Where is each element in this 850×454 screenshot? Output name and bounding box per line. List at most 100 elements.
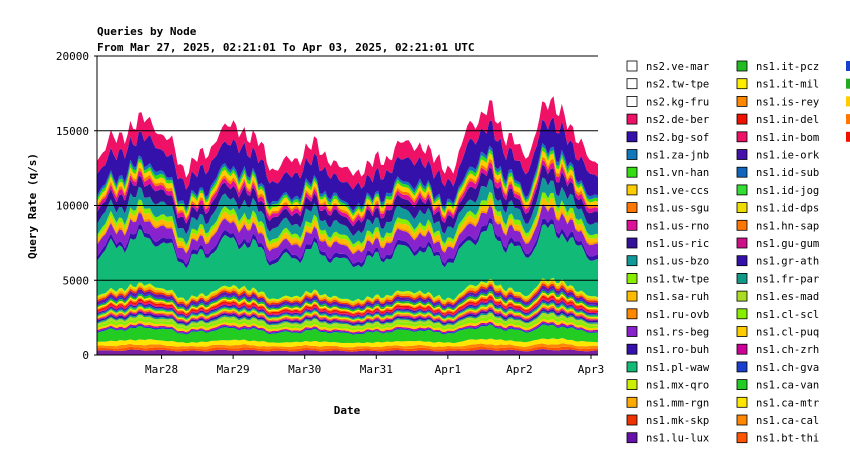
area-ns1.ca-cal <box>97 343 598 350</box>
legend-swatch <box>736 290 748 302</box>
legend-label: ns1.mm-rgn <box>646 397 709 409</box>
area-ns2.bg-sof <box>97 116 598 211</box>
legend-label: ns1.ch-zrh <box>756 344 819 356</box>
y-tick-label: 5000 <box>63 274 90 287</box>
area-ns1.sa-ruh <box>97 197 598 253</box>
legend-swatch <box>626 60 638 72</box>
area-ns1.ch-gva <box>97 322 598 335</box>
area-ns1.es-mad <box>97 312 598 329</box>
area-ns1.gr-ath <box>97 309 598 326</box>
legend-label: ns1.tw-tpe <box>646 273 709 285</box>
legend-swatch <box>626 96 638 107</box>
legend-label: ns1.ch-gva <box>756 362 819 374</box>
legend-label: ns1.ca-van <box>756 380 819 392</box>
legend-swatch <box>626 326 638 337</box>
legend-label: ns1.bt-thi <box>756 433 819 445</box>
y-tick-label: 15000 <box>56 125 89 138</box>
legend-label: ns1.id-jog <box>756 185 819 197</box>
legend-label: ns2.tw-tpe <box>646 79 709 91</box>
legend-label: ns1.lu-lux <box>646 433 709 445</box>
legend-label: ns1.id-dps <box>756 203 819 215</box>
legend-swatch <box>736 237 748 249</box>
legend-swatch <box>736 184 748 196</box>
legend-swatch <box>626 290 638 302</box>
legend-swatch <box>736 202 748 214</box>
legend-swatch <box>626 149 638 160</box>
legend-swatch <box>626 202 638 214</box>
legend-swatch <box>736 96 748 107</box>
legend-overflow-swatch <box>846 131 850 142</box>
legend: ns2.ve-mar ns2.tw-tpe ns2.kg-fru ns2.de-ber… <box>626 60 850 454</box>
legend-swatch <box>626 308 638 320</box>
legend-overflow-swatch <box>846 78 850 89</box>
x-tick-label: Apr3 <box>578 363 605 376</box>
stacked-areas <box>97 96 598 355</box>
legend-label: ns1.mk-skp <box>646 415 709 427</box>
y-tick-label: 20000 <box>56 50 89 63</box>
legend-swatch <box>736 396 748 408</box>
legend-swatch <box>736 361 748 373</box>
legend-swatch <box>736 379 748 391</box>
legend-swatch <box>626 272 638 284</box>
area-ns1.ch-zrh <box>97 321 598 334</box>
x-axis-label: Date <box>334 404 361 417</box>
chart-subtitle: From Mar 27, 2025, 02:21:01 To Apr 03, 2… <box>97 41 475 54</box>
legend-overflow-swatch <box>846 96 850 107</box>
legend-label: ns1.us-bzo <box>646 256 709 268</box>
legend-swatch <box>736 78 748 90</box>
legend-swatch <box>736 219 748 231</box>
legend-label: ns2.ve-mar <box>646 61 709 73</box>
legend-label: ns1.us-ric <box>646 238 709 250</box>
legend-label: ns1.sa-ruh <box>646 291 709 303</box>
area-ns1.br-pgz <box>97 349 598 355</box>
legend-swatch <box>626 432 638 444</box>
legend-label: ns1.ro-buh <box>646 344 709 356</box>
area-ns1.bt-thi <box>97 346 598 352</box>
x-tick-label: Mar30 <box>288 363 321 376</box>
area-ns1.ca-van <box>97 324 598 344</box>
area-ns1.tw-tpe <box>97 191 598 249</box>
legend-swatch <box>736 326 748 337</box>
x-tick-label: Apr2 <box>506 363 533 376</box>
legend-label: ns1.mx-qro <box>646 380 709 392</box>
legend-label: ns1.es-mad <box>756 291 819 303</box>
legend-swatch <box>736 255 748 267</box>
legend-swatch <box>736 149 748 160</box>
x-tick-label: Apr1 <box>435 363 462 376</box>
legend-label: ns1.gr-ath <box>756 256 819 268</box>
legend-overflow-swatch <box>846 61 850 71</box>
legend-label: ns1.cl-scl <box>756 309 819 321</box>
legend-label: ns1.it-pcz <box>756 61 819 73</box>
x-tick-label: Mar29 <box>217 363 250 376</box>
legend-swatch <box>736 131 748 143</box>
grid-lines <box>97 55 598 281</box>
legend-swatch <box>626 78 638 90</box>
legend-label: ns1.is-rey <box>756 96 819 108</box>
area-ns1.us-bzo <box>97 177 598 245</box>
axes: 0 5000 10000 15000 20000 Mar28 Mar29 Mar30 Mar31… <box>56 50 604 376</box>
legend-swatch <box>626 166 638 178</box>
legend-swatch <box>626 343 638 355</box>
legend-swatch <box>736 414 748 426</box>
legend-swatch <box>736 60 748 72</box>
legend-label: ns1.za-jnb <box>646 150 709 162</box>
area-ns1.rs-beg <box>97 205 598 265</box>
legend-label: ns1.ca-mtr <box>756 397 819 409</box>
chart-title: Queries by Node <box>97 25 197 38</box>
legend-swatch <box>626 379 638 391</box>
legend-label: ns1.in-del <box>756 114 819 126</box>
legend-swatch <box>626 396 638 408</box>
legend-swatch <box>626 361 638 373</box>
legend-swatch <box>736 343 748 355</box>
x-tick-label: Mar28 <box>145 363 178 376</box>
legend-swatch <box>626 414 638 426</box>
area-ns1.us-ric <box>97 164 598 236</box>
legend-swatch <box>626 255 638 267</box>
legend-label: ns1.gu-gum <box>756 238 819 250</box>
legend-label: ns1.fr-par <box>756 273 819 285</box>
legend-label: ns1.ca-cal <box>756 415 819 427</box>
legend-label: ns1.ru-ovb <box>646 309 709 321</box>
area-ns2.de-ber <box>97 96 598 190</box>
legend-label: ns1.us-sgu <box>646 203 709 215</box>
